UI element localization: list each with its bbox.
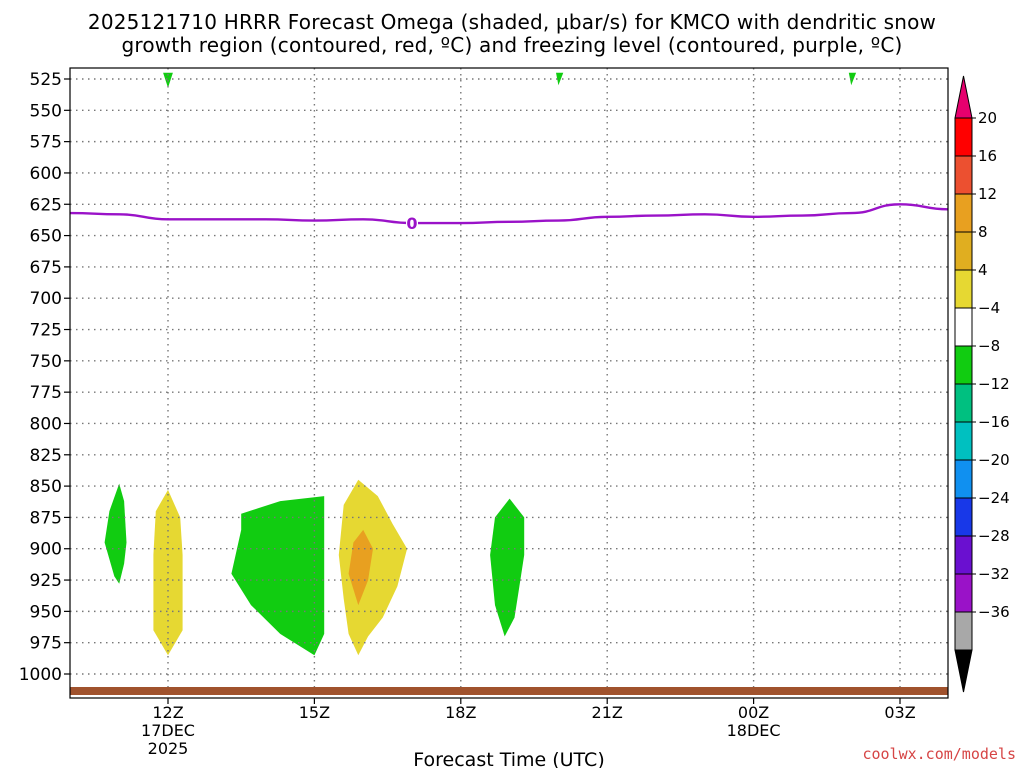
colorbar-label-10: −24 bbox=[978, 489, 1010, 507]
y-tick-label-525: 525 bbox=[30, 70, 62, 90]
colorbar-label-9: −20 bbox=[978, 451, 1010, 469]
colorbar-swatch-11 bbox=[954, 535, 973, 575]
x-axis-title: Forecast Time (UTC) bbox=[413, 749, 604, 768]
omega-region-green-low-2 bbox=[231, 496, 325, 656]
colorbar-swatch-8 bbox=[954, 421, 973, 461]
colorbar-label-12: −32 bbox=[978, 565, 1010, 583]
omega-region-green-low-3 bbox=[490, 498, 525, 637]
x-tick-sublabel-12Z-1: 2025 bbox=[148, 739, 189, 758]
y-tick-label-625: 625 bbox=[30, 195, 62, 215]
y-tick-label-925: 925 bbox=[30, 571, 62, 591]
y-tick-label-600: 600 bbox=[30, 164, 62, 184]
colorbar-label-7: −12 bbox=[978, 375, 1010, 393]
colorbar-swatch-13 bbox=[954, 611, 973, 651]
plot-frame bbox=[69, 67, 949, 699]
colorbar-label-11: −28 bbox=[978, 527, 1010, 545]
freezing-level-label-bg bbox=[406, 215, 418, 232]
y-tick-label-975: 975 bbox=[30, 634, 62, 654]
y-tick-label-650: 650 bbox=[30, 227, 62, 247]
colorbar-top-arrow bbox=[954, 75, 973, 119]
y-tick-label-725: 725 bbox=[30, 321, 62, 341]
colorbar: 20 16 12 8 4 −4 −8 −12 −16 −20 −24 −28 −32 −36 bbox=[954, 75, 1010, 693]
x-tick-label-21Z: 21Z bbox=[592, 703, 623, 722]
colorbar-label-0: 20 bbox=[978, 109, 997, 127]
omega-region-yellow-low-2 bbox=[338, 479, 408, 656]
freezing-level-label: 0 bbox=[406, 214, 417, 233]
x-tick-label-03Z: 03Z bbox=[884, 703, 915, 722]
colorbar-swatch-3 bbox=[954, 231, 973, 271]
colorbar-swatch-10 bbox=[954, 497, 973, 537]
omega-region-orange-low bbox=[348, 529, 373, 606]
y-tick-label-850: 850 bbox=[30, 477, 62, 497]
y-tick-label-950: 950 bbox=[30, 602, 62, 622]
colorbar-swatch-6 bbox=[954, 345, 973, 385]
colorbar-swatch-2 bbox=[954, 193, 973, 233]
omega-shading bbox=[104, 72, 857, 656]
colorbar-swatch-5 bbox=[954, 307, 973, 347]
y-tick-label-825: 825 bbox=[30, 446, 62, 466]
freezing-level-line bbox=[70, 203, 948, 225]
colorbar-bottom-arrow bbox=[954, 649, 973, 693]
x-tick-sublabel-00Z-0: 18DEC bbox=[727, 721, 781, 740]
credit-link[interactable]: coolwx.com/models bbox=[862, 745, 1016, 763]
y-axis: 525 550 575 600 625 650 675 700 725 750 775 800 825 8… bbox=[19, 70, 70, 685]
x-tick-label-12Z: 12Z bbox=[152, 703, 183, 722]
x-tick-label-15Z: 15Z bbox=[299, 703, 330, 722]
colorbar-label-6: −8 bbox=[978, 337, 1000, 355]
freezing-level-contour: 0 bbox=[70, 203, 948, 233]
y-tick-label-1000: 1000 bbox=[19, 665, 62, 685]
colorbar-swatch-0 bbox=[954, 117, 973, 157]
x-tick-sublabel-12Z-0: 17DEC bbox=[141, 721, 195, 740]
y-tick-label-550: 550 bbox=[30, 101, 62, 121]
grid-lines bbox=[70, 68, 948, 698]
y-tick-label-900: 900 bbox=[30, 540, 62, 560]
colorbar-swatch-9 bbox=[954, 459, 973, 499]
ground-strip bbox=[70, 687, 948, 695]
omega-region-green-upper-2 bbox=[556, 72, 564, 86]
y-tick-label-700: 700 bbox=[30, 289, 62, 309]
y-tick-label-750: 750 bbox=[30, 352, 62, 372]
colorbar-label-8: −16 bbox=[978, 413, 1010, 431]
colorbar-swatch-12 bbox=[954, 573, 973, 613]
y-tick-label-800: 800 bbox=[30, 414, 62, 434]
colorbar-label-1: 16 bbox=[978, 147, 997, 165]
chart-title-line-1: 2025121710 HRRR Forecast Omega (shaded, … bbox=[87, 10, 937, 34]
colorbar-swatch-7 bbox=[954, 383, 973, 423]
colorbar-label-3: 8 bbox=[978, 223, 988, 241]
chart-title-line-2: growth region (contoured, red, ºC) and f… bbox=[121, 33, 903, 57]
colorbar-label-13: −36 bbox=[978, 603, 1010, 621]
omega-region-green-upper-3 bbox=[848, 72, 857, 86]
omega-region-green-low-1 bbox=[104, 483, 127, 584]
y-tick-label-575: 575 bbox=[30, 133, 62, 153]
colorbar-label-5: −4 bbox=[978, 299, 1000, 317]
y-tick-label-875: 875 bbox=[30, 508, 62, 528]
y-tick-label-775: 775 bbox=[30, 383, 62, 403]
colorbar-swatch-4 bbox=[954, 269, 973, 309]
y-tick-label-675: 675 bbox=[30, 258, 62, 278]
x-tick-label-18Z: 18Z bbox=[445, 703, 476, 722]
colorbar-swatch-1 bbox=[954, 155, 973, 195]
x-tick-label-00Z: 00Z bbox=[738, 703, 769, 722]
colorbar-label-2: 12 bbox=[978, 185, 997, 203]
colorbar-label-4: 4 bbox=[978, 261, 988, 279]
